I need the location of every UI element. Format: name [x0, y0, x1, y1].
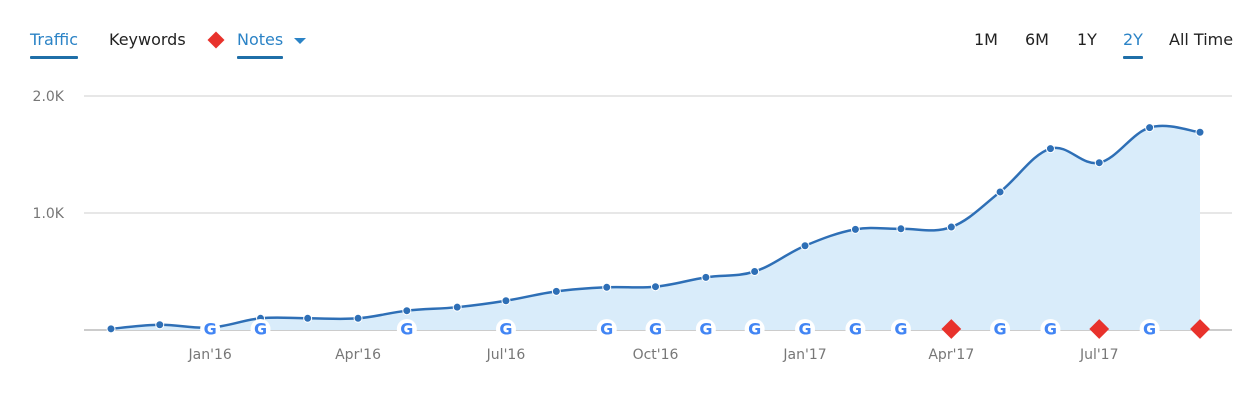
tab-notes-label: Notes [237, 30, 284, 49]
google-update-icon[interactable] [744, 319, 765, 339]
x-axis: Jan'16 Apr'16 Jul'16 Oct'16 Jan'17 Apr'17 Jul'… [188, 347, 1119, 363]
event-markers [200, 319, 1210, 339]
google-update-icon[interactable] [845, 319, 866, 339]
data-point[interactable] [106, 324, 116, 334]
data-point[interactable] [155, 320, 165, 330]
x-tick-label: Oct'16 [633, 347, 679, 363]
google-update-icon[interactable] [1139, 319, 1160, 339]
data-point[interactable] [402, 306, 412, 316]
data-point[interactable] [651, 282, 660, 292]
tab-keywords[interactable]: Keywords [109, 30, 186, 49]
note-marker-icon[interactable] [1190, 319, 1210, 339]
google-update-icon[interactable] [396, 319, 417, 339]
google-update-icon[interactable] [990, 319, 1011, 339]
google-update-icon[interactable] [596, 319, 617, 339]
range-1y[interactable]: 1Y [1077, 30, 1097, 49]
y-tick-label: 1.0K [33, 206, 65, 222]
data-point[interactable] [850, 224, 860, 234]
data-point[interactable] [551, 286, 561, 296]
note-marker-icon[interactable] [1089, 319, 1110, 339]
data-point[interactable] [1145, 123, 1155, 133]
x-tick-label: Jul'16 [486, 347, 526, 363]
data-point[interactable] [602, 282, 612, 292]
range-6m[interactable]: 6M [1025, 30, 1049, 49]
google-update-icon[interactable] [250, 319, 271, 339]
x-tick-label: Jul'17 [1079, 347, 1119, 363]
google-update-icon[interactable] [695, 319, 716, 339]
traffic-area [111, 125, 1200, 330]
data-point[interactable] [995, 187, 1005, 197]
x-tick-label: Apr'16 [335, 347, 381, 363]
google-update-icon[interactable] [1040, 319, 1061, 339]
area-layer [111, 125, 1200, 330]
x-tick-label: Jan'16 [188, 347, 232, 363]
data-point[interactable] [1094, 158, 1104, 168]
range-selector: 1M 6M 1Y 2Y All Time [0, 30, 1252, 60]
data-point[interactable] [946, 222, 956, 232]
google-update-icon[interactable] [890, 319, 911, 339]
data-point[interactable] [896, 224, 906, 234]
data-point[interactable] [1195, 127, 1205, 137]
data-point[interactable] [701, 272, 711, 282]
google-update-icon[interactable] [200, 319, 221, 339]
x-tick-label: Apr'17 [928, 347, 974, 363]
y-tick-label: 2.0K [33, 89, 65, 105]
range-all-time[interactable]: All Time [1169, 30, 1234, 49]
range-1m[interactable]: 1M [974, 30, 998, 49]
tab-notes[interactable]: Notes [237, 30, 284, 59]
data-point[interactable] [501, 296, 511, 306]
note-marker-icon[interactable] [941, 319, 962, 339]
x-tick-label: Jan'17 [782, 347, 826, 363]
data-point[interactable] [303, 313, 313, 323]
chevron-down-icon[interactable] [294, 38, 306, 44]
data-point[interactable] [452, 302, 462, 312]
google-update-icon[interactable] [645, 319, 666, 339]
data-point[interactable] [1045, 144, 1055, 154]
google-update-icon[interactable] [795, 319, 816, 339]
google-update-icon[interactable] [495, 319, 516, 339]
tab-traffic[interactable]: Traffic [30, 30, 79, 59]
point-layer [106, 123, 1205, 334]
range-2y[interactable]: 2Y [1123, 30, 1143, 59]
data-point[interactable] [750, 267, 760, 276]
data-point[interactable] [800, 241, 810, 251]
data-point[interactable] [353, 313, 363, 323]
